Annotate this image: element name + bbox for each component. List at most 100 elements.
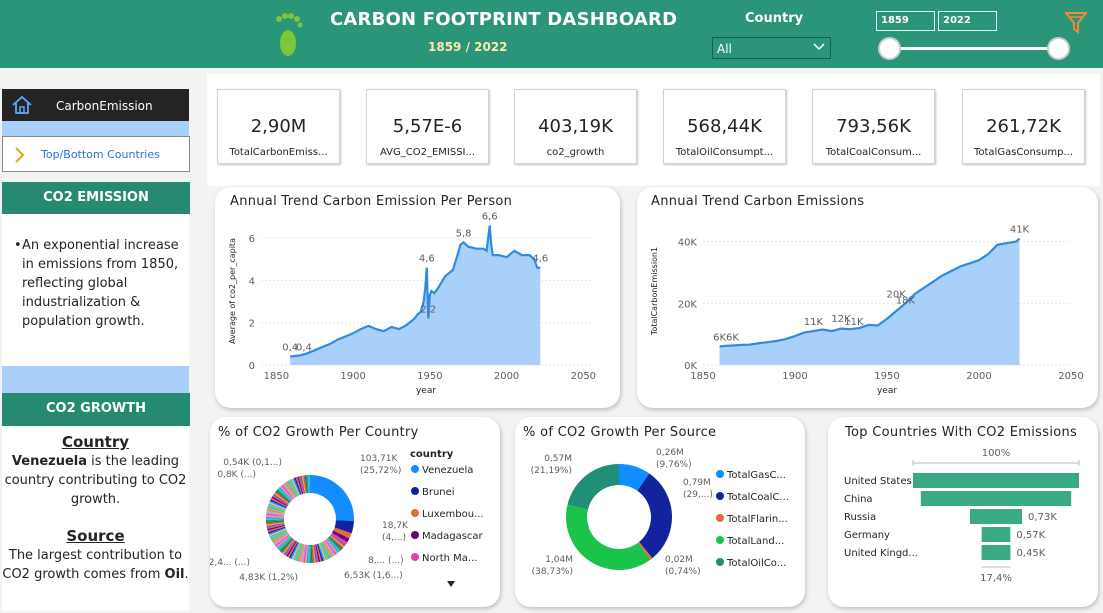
donut-slice — [278, 486, 293, 501]
growth-per-source-card[interactable]: % of CO2 Growth Per Source 0,26M (9,76%) 0… — [515, 417, 805, 607]
per-person-trend-card[interactable]: Annual Trend Carbon Emission Per Person … — [215, 187, 620, 408]
x-tick-label: 1850 — [264, 371, 289, 382]
slice-label: 103,71K — [360, 454, 398, 464]
donut-slice — [266, 509, 285, 515]
series-area — [290, 225, 541, 365]
x-tick-label: 2050 — [1058, 371, 1083, 382]
donut-slice — [308, 544, 310, 563]
donut-slice — [330, 532, 348, 546]
country-line: growth. — [70, 492, 121, 507]
top-countries-card[interactable]: Top Countries With CO2 Emissions 100% Uni… — [828, 417, 1098, 607]
donut-slice — [332, 530, 350, 543]
donut-slice — [280, 538, 294, 553]
kpi-card[interactable]: 5,57E-6 AVG_CO2_EMISSI... — [366, 89, 489, 164]
year-to-input[interactable]: 2022 — [938, 11, 997, 31]
legend-marker — [716, 492, 724, 500]
donut-slice — [333, 527, 352, 539]
donut-slice — [266, 522, 285, 527]
donut-slice — [321, 542, 331, 559]
donut-slice — [322, 541, 332, 559]
donut-slice — [273, 492, 290, 505]
year-slider-end-handle[interactable] — [1047, 37, 1070, 60]
co2-emission-panel — [2, 214, 189, 366]
donut-slice — [266, 513, 285, 517]
donut-slice — [266, 510, 285, 516]
legend-marker — [411, 487, 419, 495]
legend-item: TotalCoalC... — [726, 492, 789, 503]
donut-slice — [294, 477, 302, 495]
kpi-card[interactable]: 403,19K co2_growth — [514, 89, 637, 164]
slice-label: 6,53K (1,6...) — [344, 571, 403, 581]
top-percent-label: 100% — [982, 448, 1011, 459]
donut-slice — [301, 475, 306, 494]
note-line: in emissions from 1850, — [22, 257, 179, 272]
source-line: The largest contribution to — [8, 548, 183, 563]
donut-slice — [318, 543, 327, 561]
legend-marker — [411, 465, 419, 473]
growth-per-country-card[interactable]: % of CO2 Growth Per Country 103,71K (25,7… — [210, 417, 500, 607]
chart-title: % of CO2 Growth Per Country — [218, 425, 419, 440]
kpi-label: AVG_CO2_EMISSI... — [379, 147, 476, 158]
filter-icon[interactable] — [1065, 11, 1087, 35]
donut-slice — [304, 544, 308, 563]
donut-slice — [328, 536, 343, 550]
kpi-card[interactable]: 261,72K TotalGasConsump... — [962, 89, 1085, 164]
legend-item: TotalLand... — [726, 536, 784, 547]
source-insight: Source The largest contribution to CO2 g… — [2, 527, 189, 584]
legend-item: TotalOilCo... — [726, 558, 786, 569]
donut-slice — [327, 537, 341, 552]
slice-label: (4,...) — [382, 533, 406, 543]
donut-slice — [324, 540, 336, 556]
chart-title: % of CO2 Growth Per Source — [523, 425, 717, 440]
legend-item: Brunei — [422, 487, 455, 498]
top-bottom-countries-nav[interactable]: Top/Bottom Countries — [2, 136, 190, 172]
data-label: 12K — [831, 314, 851, 325]
donut-slice — [281, 538, 294, 554]
legend-item: Venezuela — [422, 465, 473, 476]
donut-slice — [266, 524, 285, 530]
kpi-card[interactable]: 568,44K TotalOilConsumpt... — [663, 89, 786, 164]
footprint-icon — [276, 13, 303, 56]
donut-slice — [637, 473, 672, 559]
donut-slice — [266, 523, 285, 528]
year-slider-start-handle[interactable] — [878, 37, 901, 60]
donut-slice — [274, 534, 290, 547]
slice-label: (29,...) — [683, 490, 713, 500]
kpi-value: 5,57E-6 — [392, 116, 463, 137]
donut-slice — [298, 476, 305, 494]
donut-slice — [566, 504, 651, 570]
donut-slice — [290, 479, 300, 496]
slice-label: (38,73%) — [532, 567, 573, 577]
donut-slice — [316, 543, 324, 562]
donut-slice — [297, 476, 304, 495]
donut-slice — [268, 528, 287, 537]
bottom-percent-label: 17,4% — [980, 573, 1012, 584]
category-label: China — [844, 494, 873, 505]
kpi-card[interactable]: 793,56K TotalCoalConsum... — [812, 89, 935, 164]
data-label: 2,2 — [420, 304, 436, 315]
donut-slice — [319, 542, 328, 560]
kpi-value: 568,44K — [687, 116, 762, 137]
donut-slice — [312, 544, 316, 563]
home-nav-button[interactable]: CarbonEmission — [2, 89, 189, 121]
year-from-input[interactable]: 1859 — [876, 11, 935, 31]
kpi-value: 793,56K — [836, 116, 911, 137]
source-line-pre: CO2 growth comes from — [2, 567, 165, 582]
x-tick-label: 2050 — [571, 371, 596, 382]
funnel-bar — [920, 491, 1072, 506]
source-line: CO2 growth comes from Oil. — [2, 565, 189, 584]
total-emissions-trend-card[interactable]: Annual Trend Carbon Emissions 0K 20K 40K 18… — [637, 187, 1098, 408]
funnel-bar — [913, 473, 1079, 488]
donut-slice — [270, 499, 287, 509]
year-slider-track[interactable] — [889, 47, 1059, 50]
country-dropdown[interactable]: All — [712, 37, 831, 59]
donut-slice — [329, 535, 345, 548]
legend-item: TotalFlarin... — [726, 514, 788, 525]
legend-item: Madagascar — [422, 531, 484, 542]
kpi-card[interactable]: 2,90M TotalCarbonEmiss... — [217, 89, 340, 164]
per-person-area-chart: 0 2 4 6 1850 1900 1950 2000 2050 0,40,4 4,6 2,2 5,8 6… — [228, 211, 596, 396]
y-tick-label: 2 — [249, 319, 255, 330]
donut-slice — [266, 518, 285, 520]
donut-slice — [291, 478, 300, 496]
